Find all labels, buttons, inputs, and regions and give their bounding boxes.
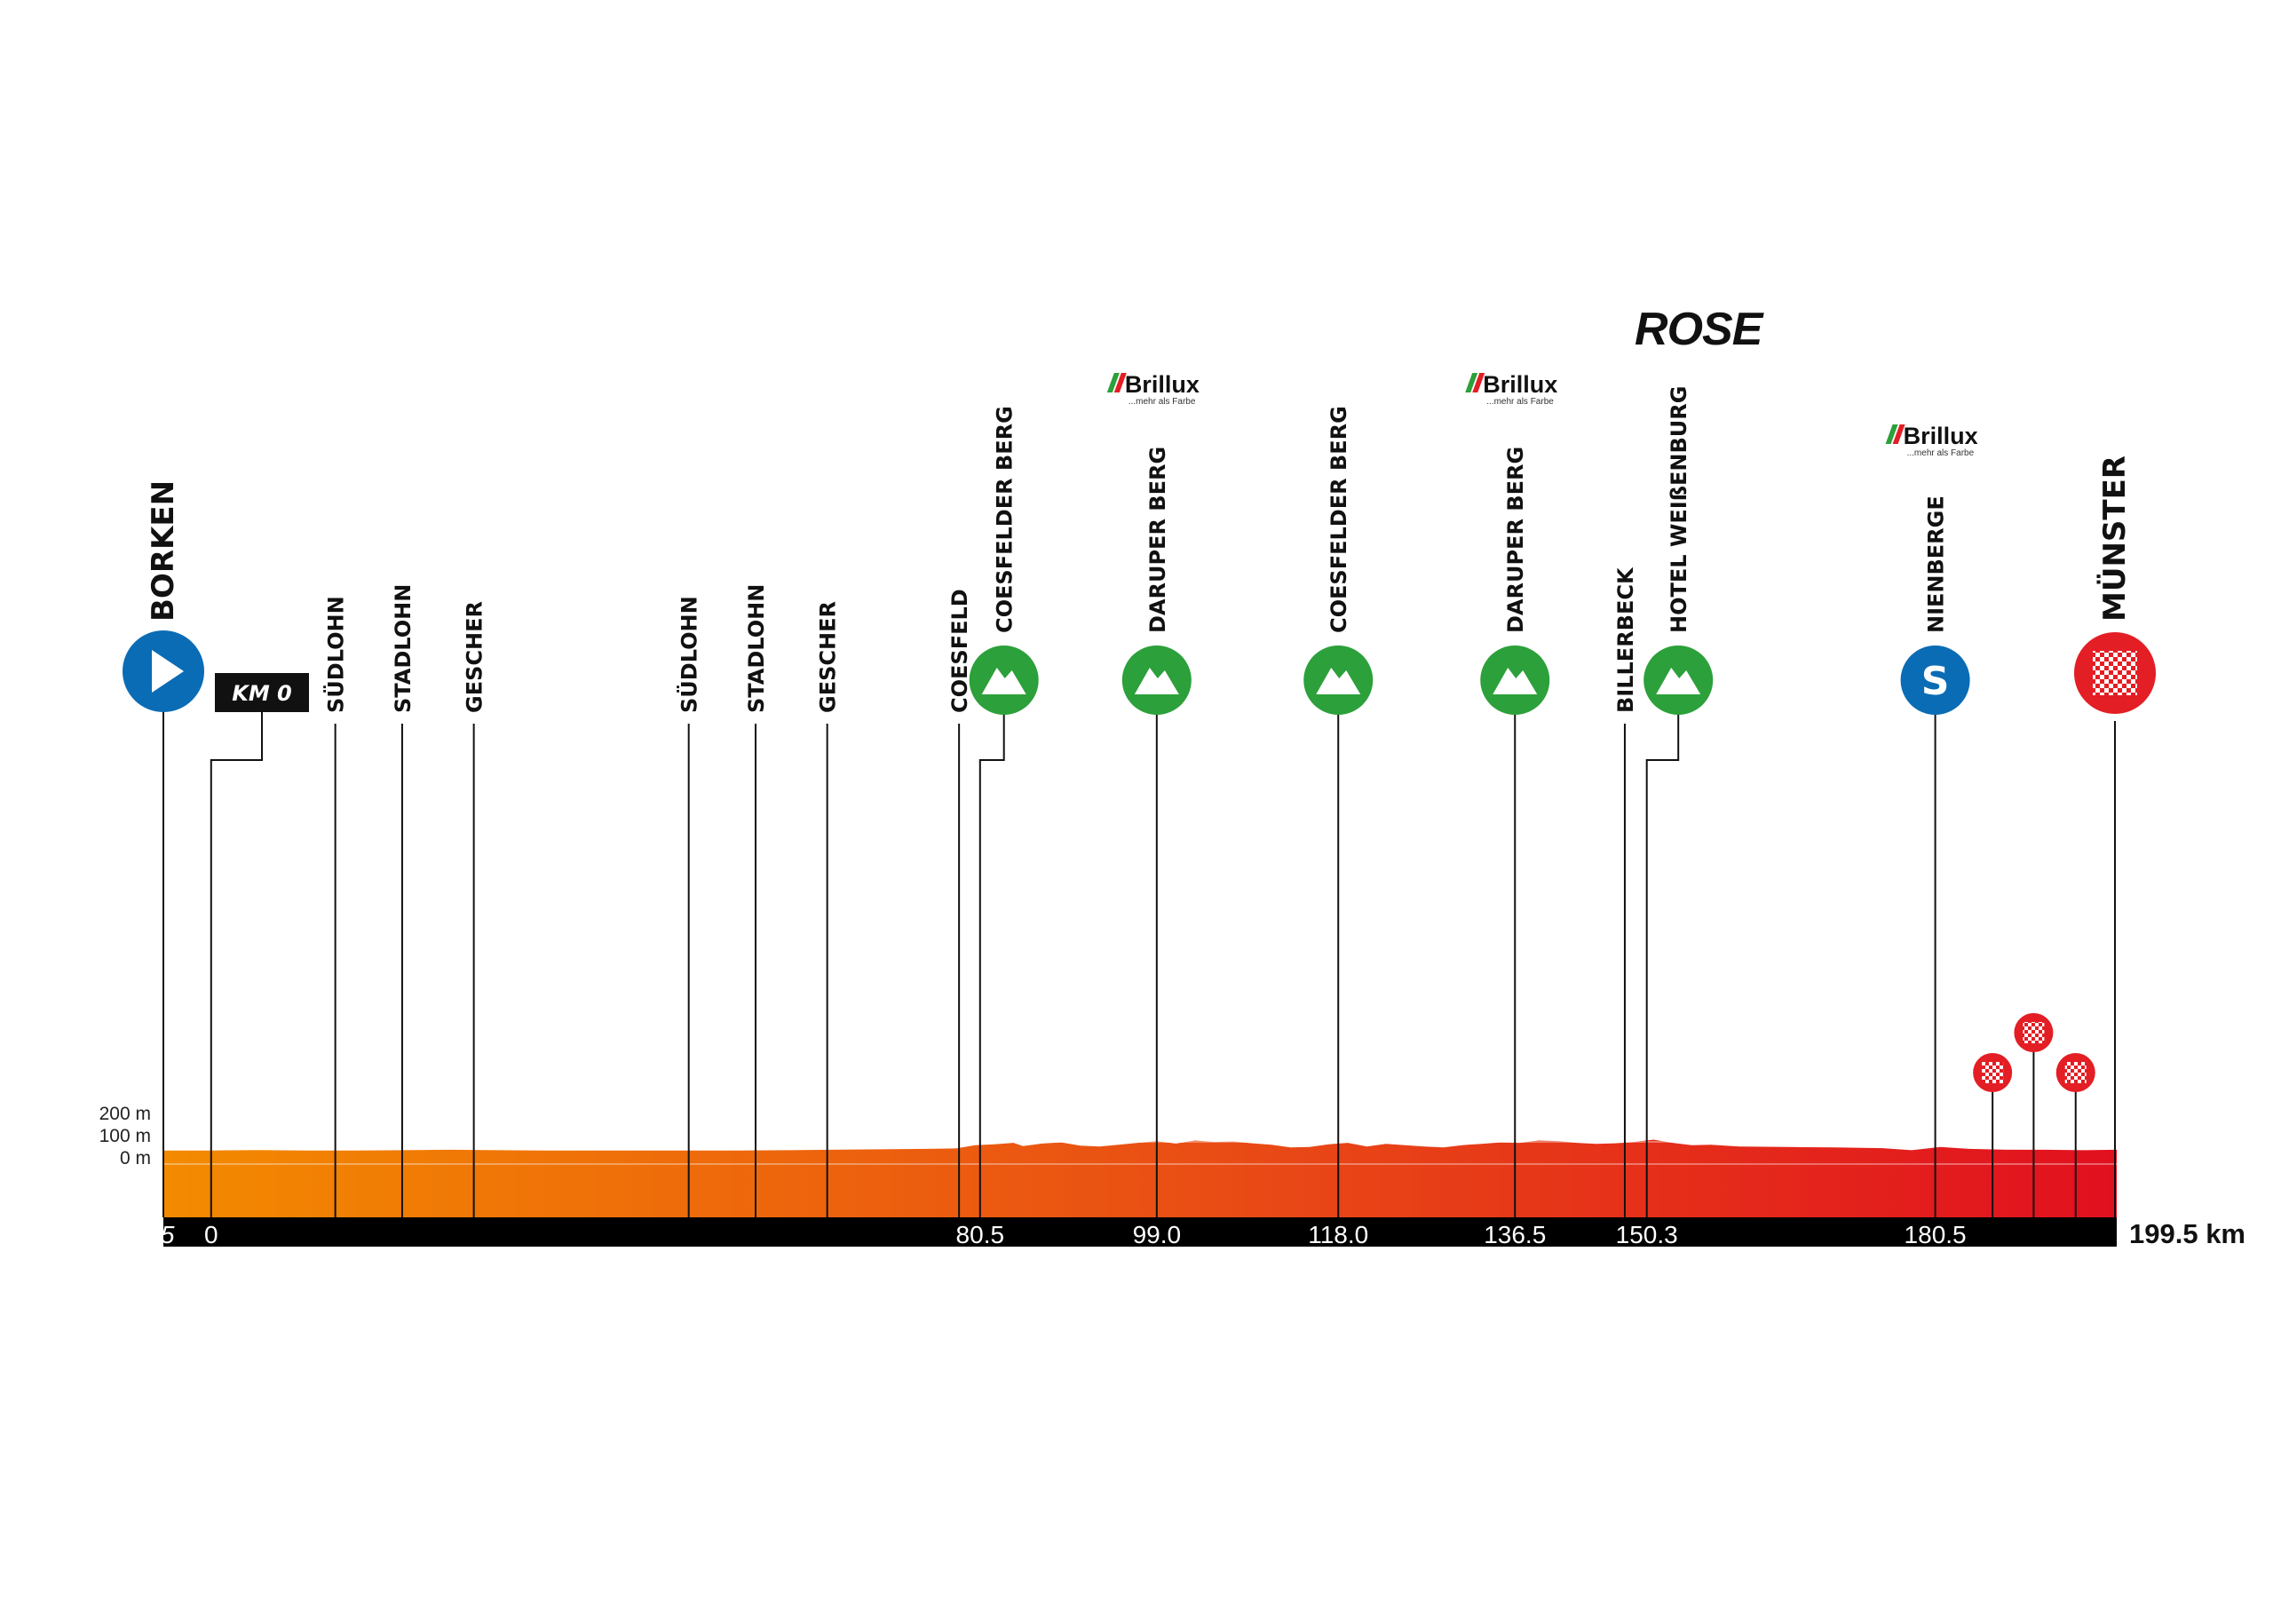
km-axis-bar (163, 1217, 2117, 1247)
x-tick-label: 136.5 (1484, 1221, 1546, 1248)
climb-connector (978, 714, 1005, 1217)
km0-badge (215, 673, 309, 712)
climb-label: COESFELDER BERG (1327, 406, 1351, 633)
total-distance-label: 199.5 km (2129, 1218, 2245, 1249)
x-tick-label: 150.3 (1616, 1221, 1678, 1248)
sponsor-logo: Brillux...mehr als Farbe (1885, 423, 1978, 458)
sponsor-mark-icon (1465, 373, 1478, 392)
sponsor-name: Brillux (1483, 371, 1557, 398)
sponsor-logo: Brillux...mehr als Farbe (1106, 371, 1200, 407)
checkered-flag-icon (2093, 651, 2137, 695)
lap-checkered-icon (2023, 1022, 2045, 1043)
sponsor-logo: Brillux...mehr als Farbe (1465, 371, 1557, 407)
sponsor-mark-icon (1892, 424, 1905, 444)
sponsor-name: Brillux (1125, 371, 1200, 398)
place-label: GESCHER (463, 601, 487, 713)
lap-checkered-icon (1982, 1062, 2004, 1083)
y-tick-label: 0 m (120, 1148, 151, 1168)
x-tick-label: 99.0 (1133, 1221, 1182, 1248)
x-tick-label: 118.0 (1308, 1221, 1368, 1248)
km0-label: KM 0 (232, 681, 292, 706)
place-label: SÜDLOHN (322, 596, 349, 713)
elevation-profile-area (163, 1139, 2117, 1217)
climb-label: DARUPER BERG (1145, 447, 1170, 633)
mountain-icon (1316, 668, 1361, 694)
sponsor-mark-icon (1472, 373, 1485, 392)
mountain-icon (1493, 668, 1538, 694)
sprint-label: NIENBERGE (1924, 495, 1949, 633)
sponsor-name: Brillux (1904, 423, 1978, 449)
sponsor-mark-icon (1113, 373, 1127, 392)
sprint-letter: S (1921, 659, 1950, 704)
sponsor-mark-icon (1106, 373, 1120, 392)
y-tick-label: 100 m (99, 1126, 151, 1146)
climb-connector (1645, 714, 1680, 1217)
climb-label: DARUPER BERG (1503, 447, 1528, 633)
title-sponsor-logo: ROSE (1635, 304, 1764, 355)
sponsor-tagline: ...mehr als Farbe (1486, 397, 1554, 407)
x-tick-label: 80.5 (956, 1221, 1005, 1248)
y-tick-label: 200 m (99, 1104, 151, 1124)
place-label: COESFELD (947, 589, 972, 713)
mountain-icon (1656, 668, 1701, 694)
sponsor-tagline: ...mehr als Farbe (1129, 397, 1196, 407)
climb-label: HOTEL WEIßENBURG (1667, 386, 1691, 633)
sponsor-mark-icon (1885, 424, 1898, 444)
place-label: GESCHER (816, 601, 841, 713)
place-label: BILLERBECK (1613, 566, 1638, 713)
place-label: STADLOHN (744, 584, 769, 713)
mountain-icon (981, 668, 1026, 694)
place-label: STADLOHN (391, 584, 416, 713)
x-tick-label: -5 (153, 1221, 175, 1248)
x-tick-label: 0 (204, 1221, 218, 1248)
mountain-icon (1134, 668, 1179, 694)
finish-label: MÜNSTER (2096, 456, 2133, 622)
climb-label: COESFELDER BERG (993, 406, 1018, 633)
km0-connector (210, 712, 263, 1217)
x-tick-label: 180.5 (1905, 1221, 1967, 1248)
lap-checkered-icon (2064, 1062, 2087, 1083)
sprint-icon (1900, 646, 1970, 715)
play-icon (152, 650, 184, 693)
place-label: SÜDLOHN (676, 596, 702, 713)
sponsor-tagline: ...mehr als Farbe (1907, 448, 1975, 458)
start-label: BORKEN (146, 480, 181, 622)
